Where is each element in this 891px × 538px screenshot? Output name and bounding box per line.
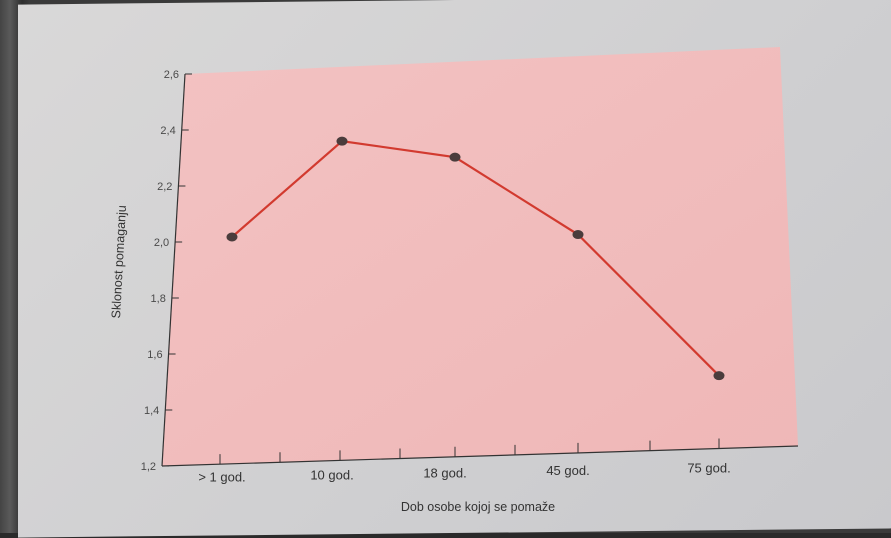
y-tick-label: 1,4	[144, 405, 159, 417]
data-point	[713, 371, 725, 381]
y-tick-label: 2,6	[164, 69, 179, 81]
plot-area	[162, 47, 798, 466]
y-tick-label: 1,2	[141, 461, 156, 473]
data-point	[336, 136, 348, 146]
data-point	[449, 152, 461, 162]
x-tick-label: 45 god.	[546, 463, 589, 478]
y-tick-label: 2,0	[154, 237, 169, 249]
data-point	[572, 230, 584, 240]
y-tick-label: 2,4	[160, 125, 175, 137]
y-axis-title: Sklonost pomaganju	[109, 205, 129, 319]
y-tick-label: 1,6	[147, 349, 162, 361]
data-point	[226, 232, 238, 242]
x-axis-title: Dob osobe kojoj se pomaže	[401, 500, 555, 514]
x-tick-label: 18 god.	[423, 465, 466, 480]
y-ticks: 1,2 1,4 1,6 1,8 2,0 2,2 2,4 2,6	[141, 69, 192, 473]
x-tick-label: > 1 god.	[198, 470, 245, 485]
x-ticks: > 1 god. 10 god. 18 god. 45 god. 75 god.	[198, 438, 731, 485]
y-tick-label: 1,8	[151, 293, 166, 305]
x-axis-line	[161, 445, 799, 467]
y-tick-label: 2,2	[157, 181, 172, 193]
x-tick-label: 10 god.	[310, 468, 353, 483]
y-axis-line	[161, 73, 186, 467]
x-tick-label: 75 god.	[687, 460, 730, 475]
data-points	[226, 136, 725, 381]
